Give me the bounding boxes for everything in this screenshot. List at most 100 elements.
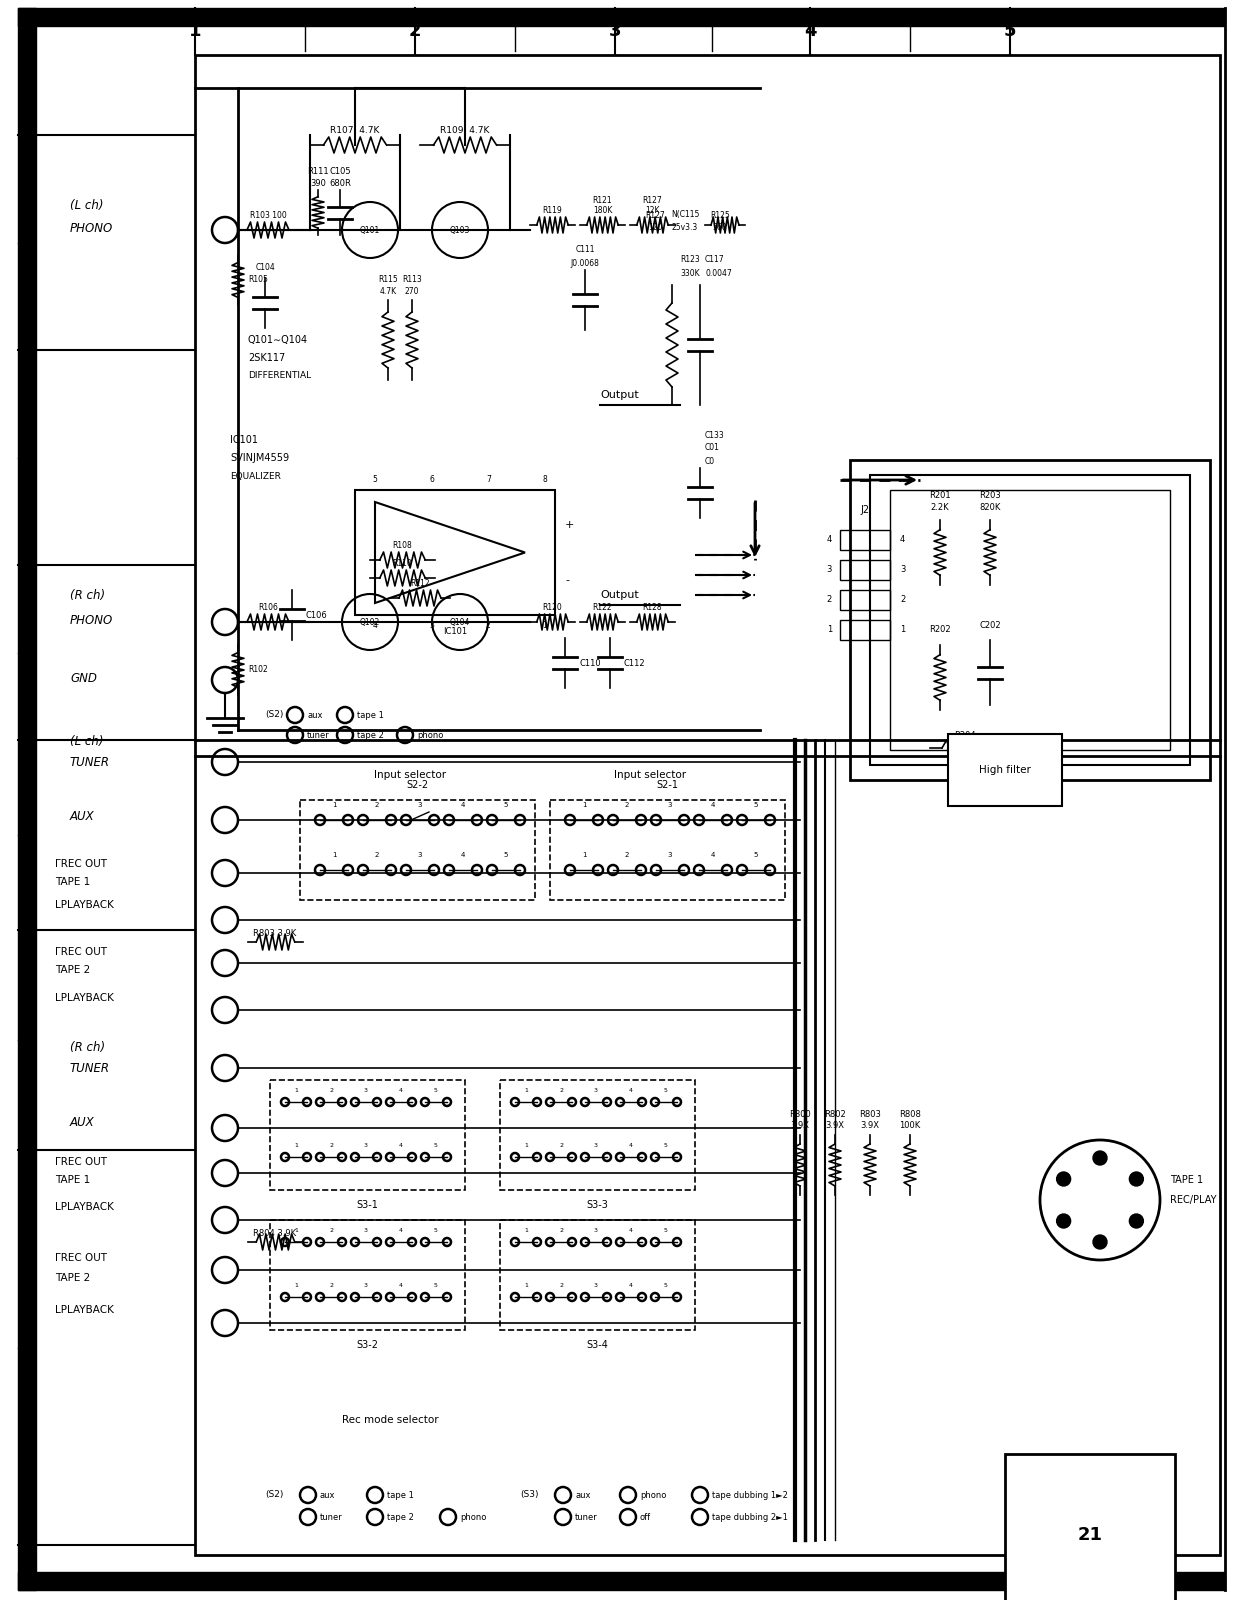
Text: R113: R113 [402, 275, 422, 285]
Text: LPLAYBACK: LPLAYBACK [54, 994, 114, 1003]
Text: G: G [22, 1536, 37, 1554]
Circle shape [1129, 1214, 1143, 1229]
Text: aux: aux [307, 710, 323, 720]
Text: S3-2: S3-2 [356, 1341, 379, 1350]
Text: 5: 5 [434, 1142, 438, 1149]
Text: 5: 5 [753, 802, 758, 808]
Text: 1: 1 [524, 1142, 528, 1149]
Text: Output: Output [600, 390, 638, 400]
Text: R123: R123 [680, 256, 700, 264]
Text: 3: 3 [668, 802, 672, 808]
Text: 1: 1 [524, 1229, 528, 1234]
Bar [840, 560, 889, 579]
Text: 0.0047: 0.0047 [705, 269, 732, 277]
Text: 4: 4 [372, 621, 377, 630]
Circle shape [1129, 1171, 1143, 1186]
Text: TUNER: TUNER [71, 755, 110, 768]
Text: 5: 5 [434, 1088, 438, 1093]
Text: tuner: tuner [575, 1512, 597, 1522]
Text: 3: 3 [901, 565, 905, 574]
Text: 4: 4 [628, 1088, 633, 1093]
Text: 2: 2 [375, 802, 380, 808]
Text: R112: R112 [411, 579, 429, 587]
Text: 5: 5 [664, 1142, 668, 1149]
Text: C0: C0 [705, 456, 715, 466]
Text: 3: 3 [364, 1088, 367, 1093]
Text: 5: 5 [664, 1283, 668, 1288]
Text: 4: 4 [901, 536, 905, 544]
Text: 2: 2 [625, 802, 630, 808]
Circle shape [1094, 1235, 1107, 1250]
Bar [270, 1080, 465, 1190]
Text: R803 3.9K: R803 3.9K [254, 928, 296, 938]
Text: 3: 3 [364, 1142, 367, 1149]
Bar [19, 1571, 1225, 1590]
Text: 4: 4 [400, 1142, 403, 1149]
Text: ΓREC OUT: ΓREC OUT [54, 1253, 106, 1262]
Text: R119: R119 [543, 206, 563, 214]
Text: 4: 4 [711, 851, 715, 858]
Text: 3: 3 [364, 1283, 367, 1288]
Text: 2: 2 [408, 22, 422, 40]
Text: 2: 2 [559, 1283, 563, 1288]
Text: 3: 3 [594, 1088, 597, 1093]
Text: D: D [22, 731, 37, 749]
Text: 4: 4 [628, 1142, 633, 1149]
Text: 3: 3 [826, 565, 833, 574]
Text: 2: 2 [826, 595, 833, 605]
Text: S3-3: S3-3 [586, 1200, 609, 1210]
Text: 1: 1 [581, 851, 586, 858]
Text: 1: 1 [294, 1088, 298, 1093]
Text: R109  4.7K: R109 4.7K [440, 126, 490, 134]
Text: 1: 1 [901, 626, 905, 635]
Text: phono: phono [640, 1491, 667, 1499]
Text: Output: Output [600, 590, 638, 600]
Text: ΓREC OUT: ΓREC OUT [54, 1157, 106, 1166]
Text: 8: 8 [543, 475, 548, 483]
Text: 3: 3 [609, 22, 621, 40]
Text: R103 100: R103 100 [250, 211, 287, 219]
Text: 4: 4 [400, 1088, 403, 1093]
Text: C110: C110 [579, 659, 601, 667]
Text: ΓREC OUT: ΓREC OUT [54, 859, 106, 869]
Text: R110: R110 [392, 558, 412, 568]
Bar [270, 1219, 465, 1330]
Circle shape [1094, 1150, 1107, 1165]
Text: AUX: AUX [71, 1115, 94, 1128]
Text: 5: 5 [372, 475, 377, 483]
Text: 2: 2 [625, 851, 630, 858]
Text: C112: C112 [623, 659, 646, 667]
Text: DIFFERENTIAL: DIFFERENTIAL [247, 371, 312, 381]
Text: 1: 1 [294, 1229, 298, 1234]
Text: tape dubbing 2►1: tape dubbing 2►1 [713, 1512, 788, 1522]
Text: 1: 1 [332, 802, 336, 808]
Text: 1: 1 [543, 621, 548, 630]
Bar [840, 590, 889, 610]
Text: 1: 1 [294, 1283, 298, 1288]
Text: 4: 4 [628, 1229, 633, 1234]
Bar [195, 54, 1220, 1555]
Text: 1: 1 [524, 1283, 528, 1288]
Text: 330K: 330K [680, 269, 700, 277]
Text: IC101: IC101 [443, 627, 468, 635]
Text: 120: 120 [648, 224, 662, 232]
Text: PHONO: PHONO [71, 221, 114, 235]
Text: PHONO: PHONO [71, 613, 114, 627]
Text: C202: C202 [980, 621, 1001, 629]
Text: 3: 3 [429, 621, 434, 630]
Text: Q103: Q103 [450, 226, 470, 235]
Bar [19, 8, 36, 1590]
Text: R102: R102 [247, 666, 267, 675]
Text: LPLAYBACK: LPLAYBACK [54, 1202, 114, 1213]
Text: C117: C117 [705, 256, 725, 264]
Text: R106: R106 [259, 603, 278, 611]
Text: aux: aux [575, 1491, 590, 1499]
Text: tape dubbing 1►2: tape dubbing 1►2 [713, 1491, 788, 1499]
Text: 3: 3 [668, 851, 672, 858]
Text: tape 2: tape 2 [387, 1512, 414, 1522]
Text: Input selector: Input selector [374, 770, 447, 781]
Text: 2: 2 [329, 1088, 333, 1093]
Text: (S2): (S2) [265, 1491, 283, 1499]
Text: Q101: Q101 [360, 226, 380, 235]
Bar [550, 800, 785, 899]
